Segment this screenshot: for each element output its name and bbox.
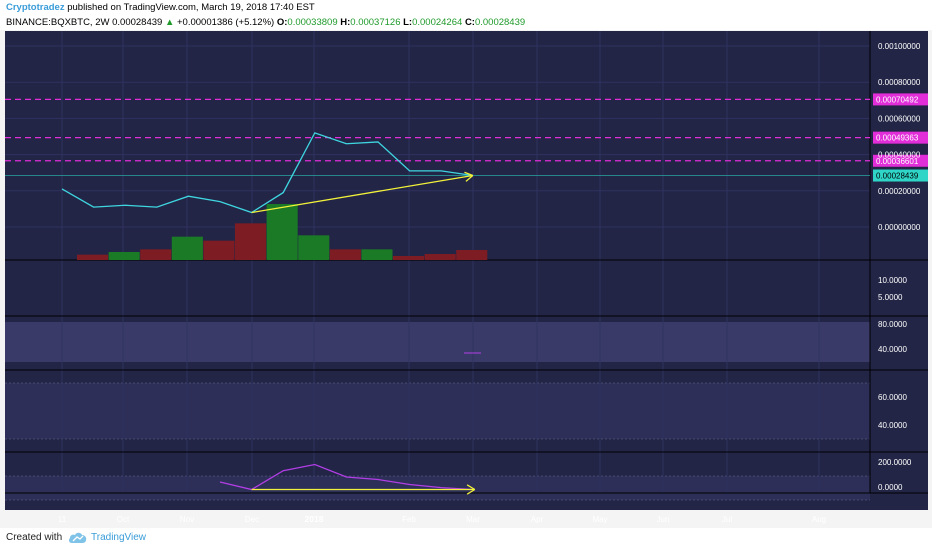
volume-bar xyxy=(171,236,203,260)
time-axis-tick-label: Jun xyxy=(657,515,670,524)
time-axis-tick-label: Jul xyxy=(722,515,732,524)
pane3-axis-tick-label: 40.0000 xyxy=(878,345,907,354)
pane3-axis-tick-label: 80.0000 xyxy=(878,320,907,329)
pane5-axis-tick-label: 0.0000 xyxy=(878,483,903,492)
time-axis-tick-label: 2018 xyxy=(305,514,324,524)
price-line xyxy=(61,132,473,214)
symbol-info: BINANCE:BQXBTC, 2W 0.00028439 ▲ +0.00001… xyxy=(6,17,525,28)
high-label: H: xyxy=(340,17,351,28)
price-trendline-arrowhead xyxy=(464,171,474,177)
time-axis-tick-label: Oct xyxy=(117,515,130,524)
resistance-level-label: 0.00049363 xyxy=(876,134,919,143)
oscillator-line xyxy=(219,463,473,491)
low-label: L: xyxy=(403,17,413,28)
price-scale-background xyxy=(870,31,928,493)
resistance-level-label: 0.00036601 xyxy=(876,157,919,166)
volume-bar xyxy=(203,240,235,260)
chart-header: Cryptotradez published on TradingView.co… xyxy=(0,0,932,30)
volume-bar xyxy=(266,204,298,260)
tradingview-logo-icon[interactable] xyxy=(68,531,88,548)
time-axis-tick-label: Nov xyxy=(180,515,194,524)
price-axis-tick-label: 0.00100000 xyxy=(878,42,921,51)
close-value: 0.00028439 xyxy=(474,17,526,28)
resistance-level-tag xyxy=(873,131,928,144)
time-axis-tick-label: 11 xyxy=(58,515,67,524)
price-change: +0.00001386 (+5.12%) xyxy=(177,17,275,28)
price-axis-tick-label: 0.00080000 xyxy=(878,78,921,87)
resistance-level-tag xyxy=(873,93,928,106)
time-axis-tick-label: Aug xyxy=(812,515,826,524)
time-axis-tick-label: Dec xyxy=(245,515,259,524)
chart-canvas[interactable]: 0.00070492 0.00049363 0.00036601 0.00028439… xyxy=(0,30,932,528)
pane4-band xyxy=(5,383,870,439)
tradingview-link[interactable]: TradingView xyxy=(91,532,147,543)
volume-bar xyxy=(361,249,393,260)
created-with-text: Created with xyxy=(6,532,63,543)
price-axis-tick-label: 0.00040000 xyxy=(878,151,921,160)
volume-bar xyxy=(298,235,330,260)
author-link[interactable]: Cryptotradez xyxy=(6,2,65,13)
pane2-axis-tick-label: 5.0000 xyxy=(878,293,903,302)
pane4-axis-tick-label: 40.0000 xyxy=(878,421,907,430)
time-axis-tick-label: Feb xyxy=(402,515,416,524)
price-axis-tick-label: 0.00060000 xyxy=(878,114,921,123)
time-axis-tick-label: Apr xyxy=(531,515,544,524)
pane2-axis-tick-label: 10.0000 xyxy=(878,276,907,285)
volume-bar xyxy=(108,252,140,260)
publish-info: Cryptotradez published on TradingView.co… xyxy=(6,2,315,13)
footer: Created with TradingView xyxy=(0,528,932,550)
up-arrow-icon: ▲ xyxy=(164,17,175,28)
oscillator-trendline-arrowhead xyxy=(466,484,476,491)
open-value: 0.00033809 xyxy=(287,17,338,28)
price-trendline-arrowhead xyxy=(465,175,474,182)
symbol-name: BINANCE:BQXBTC, 2W xyxy=(6,17,110,28)
resistance-level-label: 0.00070492 xyxy=(876,95,919,104)
time-axis-tick-label: Mar xyxy=(466,515,480,524)
pane5-axis-tick-label: 200.0000 xyxy=(878,458,912,467)
high-value: 0.00037126 xyxy=(350,17,401,28)
volume-bar xyxy=(456,250,488,260)
pane4-axis-tick-label: 60.0000 xyxy=(878,393,907,402)
price-trendline xyxy=(251,174,473,214)
volume-bar xyxy=(424,254,456,260)
price-axis-tick-label: 0.00020000 xyxy=(878,187,921,196)
oscillator-trendline-arrowhead xyxy=(466,488,476,495)
low-value: 0.00024264 xyxy=(412,17,463,28)
close-label: C: xyxy=(464,17,475,28)
publish-text: published on TradingView.com, March 19, … xyxy=(67,2,315,13)
volume-bar xyxy=(393,256,425,260)
pane3-band xyxy=(5,322,870,362)
price-axis-tick-label: 0.00000000 xyxy=(878,223,921,232)
time-axis-tick-label: May xyxy=(592,515,607,524)
last-price-tag xyxy=(873,169,928,182)
volume-bar xyxy=(77,254,109,260)
last-price-tag-label: 0.00028439 xyxy=(876,172,919,181)
open-label: O: xyxy=(276,17,288,28)
resistance-level-tag xyxy=(873,154,928,167)
volume-bar xyxy=(140,249,172,260)
volume-bar xyxy=(235,223,267,260)
pane5-band xyxy=(5,476,870,500)
volume-bar xyxy=(329,249,361,260)
last-price: 0.00028439 xyxy=(112,17,163,28)
